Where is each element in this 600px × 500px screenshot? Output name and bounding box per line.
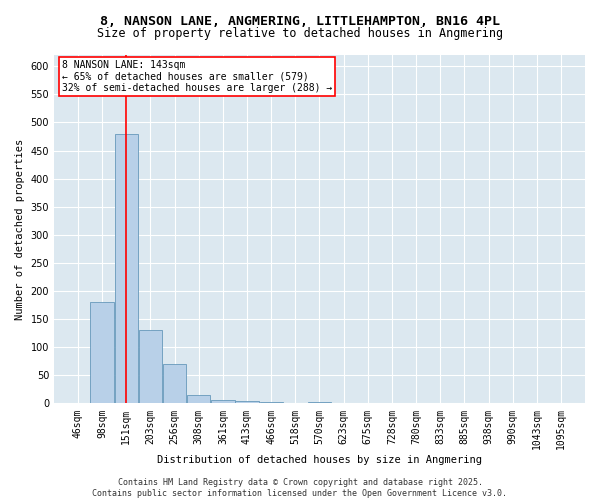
X-axis label: Distribution of detached houses by size in Angmering: Distribution of detached houses by size … [157, 455, 482, 465]
Bar [139, 330, 162, 404]
Y-axis label: Number of detached properties: Number of detached properties [15, 138, 25, 320]
Bar [90, 302, 113, 404]
Text: 8, NANSON LANE, ANGMERING, LITTLEHAMPTON, BN16 4PL: 8, NANSON LANE, ANGMERING, LITTLEHAMPTON… [100, 15, 500, 28]
Bar [260, 402, 283, 404]
Bar [187, 395, 211, 404]
Text: Contains HM Land Registry data © Crown copyright and database right 2025.
Contai: Contains HM Land Registry data © Crown c… [92, 478, 508, 498]
Text: Size of property relative to detached houses in Angmering: Size of property relative to detached ho… [97, 28, 503, 40]
Bar [163, 364, 187, 404]
Bar [211, 400, 235, 404]
Bar [115, 134, 138, 404]
Bar [235, 400, 259, 404]
Bar [308, 402, 331, 404]
Text: 8 NANSON LANE: 143sqm
← 65% of detached houses are smaller (579)
32% of semi-det: 8 NANSON LANE: 143sqm ← 65% of detached … [62, 60, 332, 94]
